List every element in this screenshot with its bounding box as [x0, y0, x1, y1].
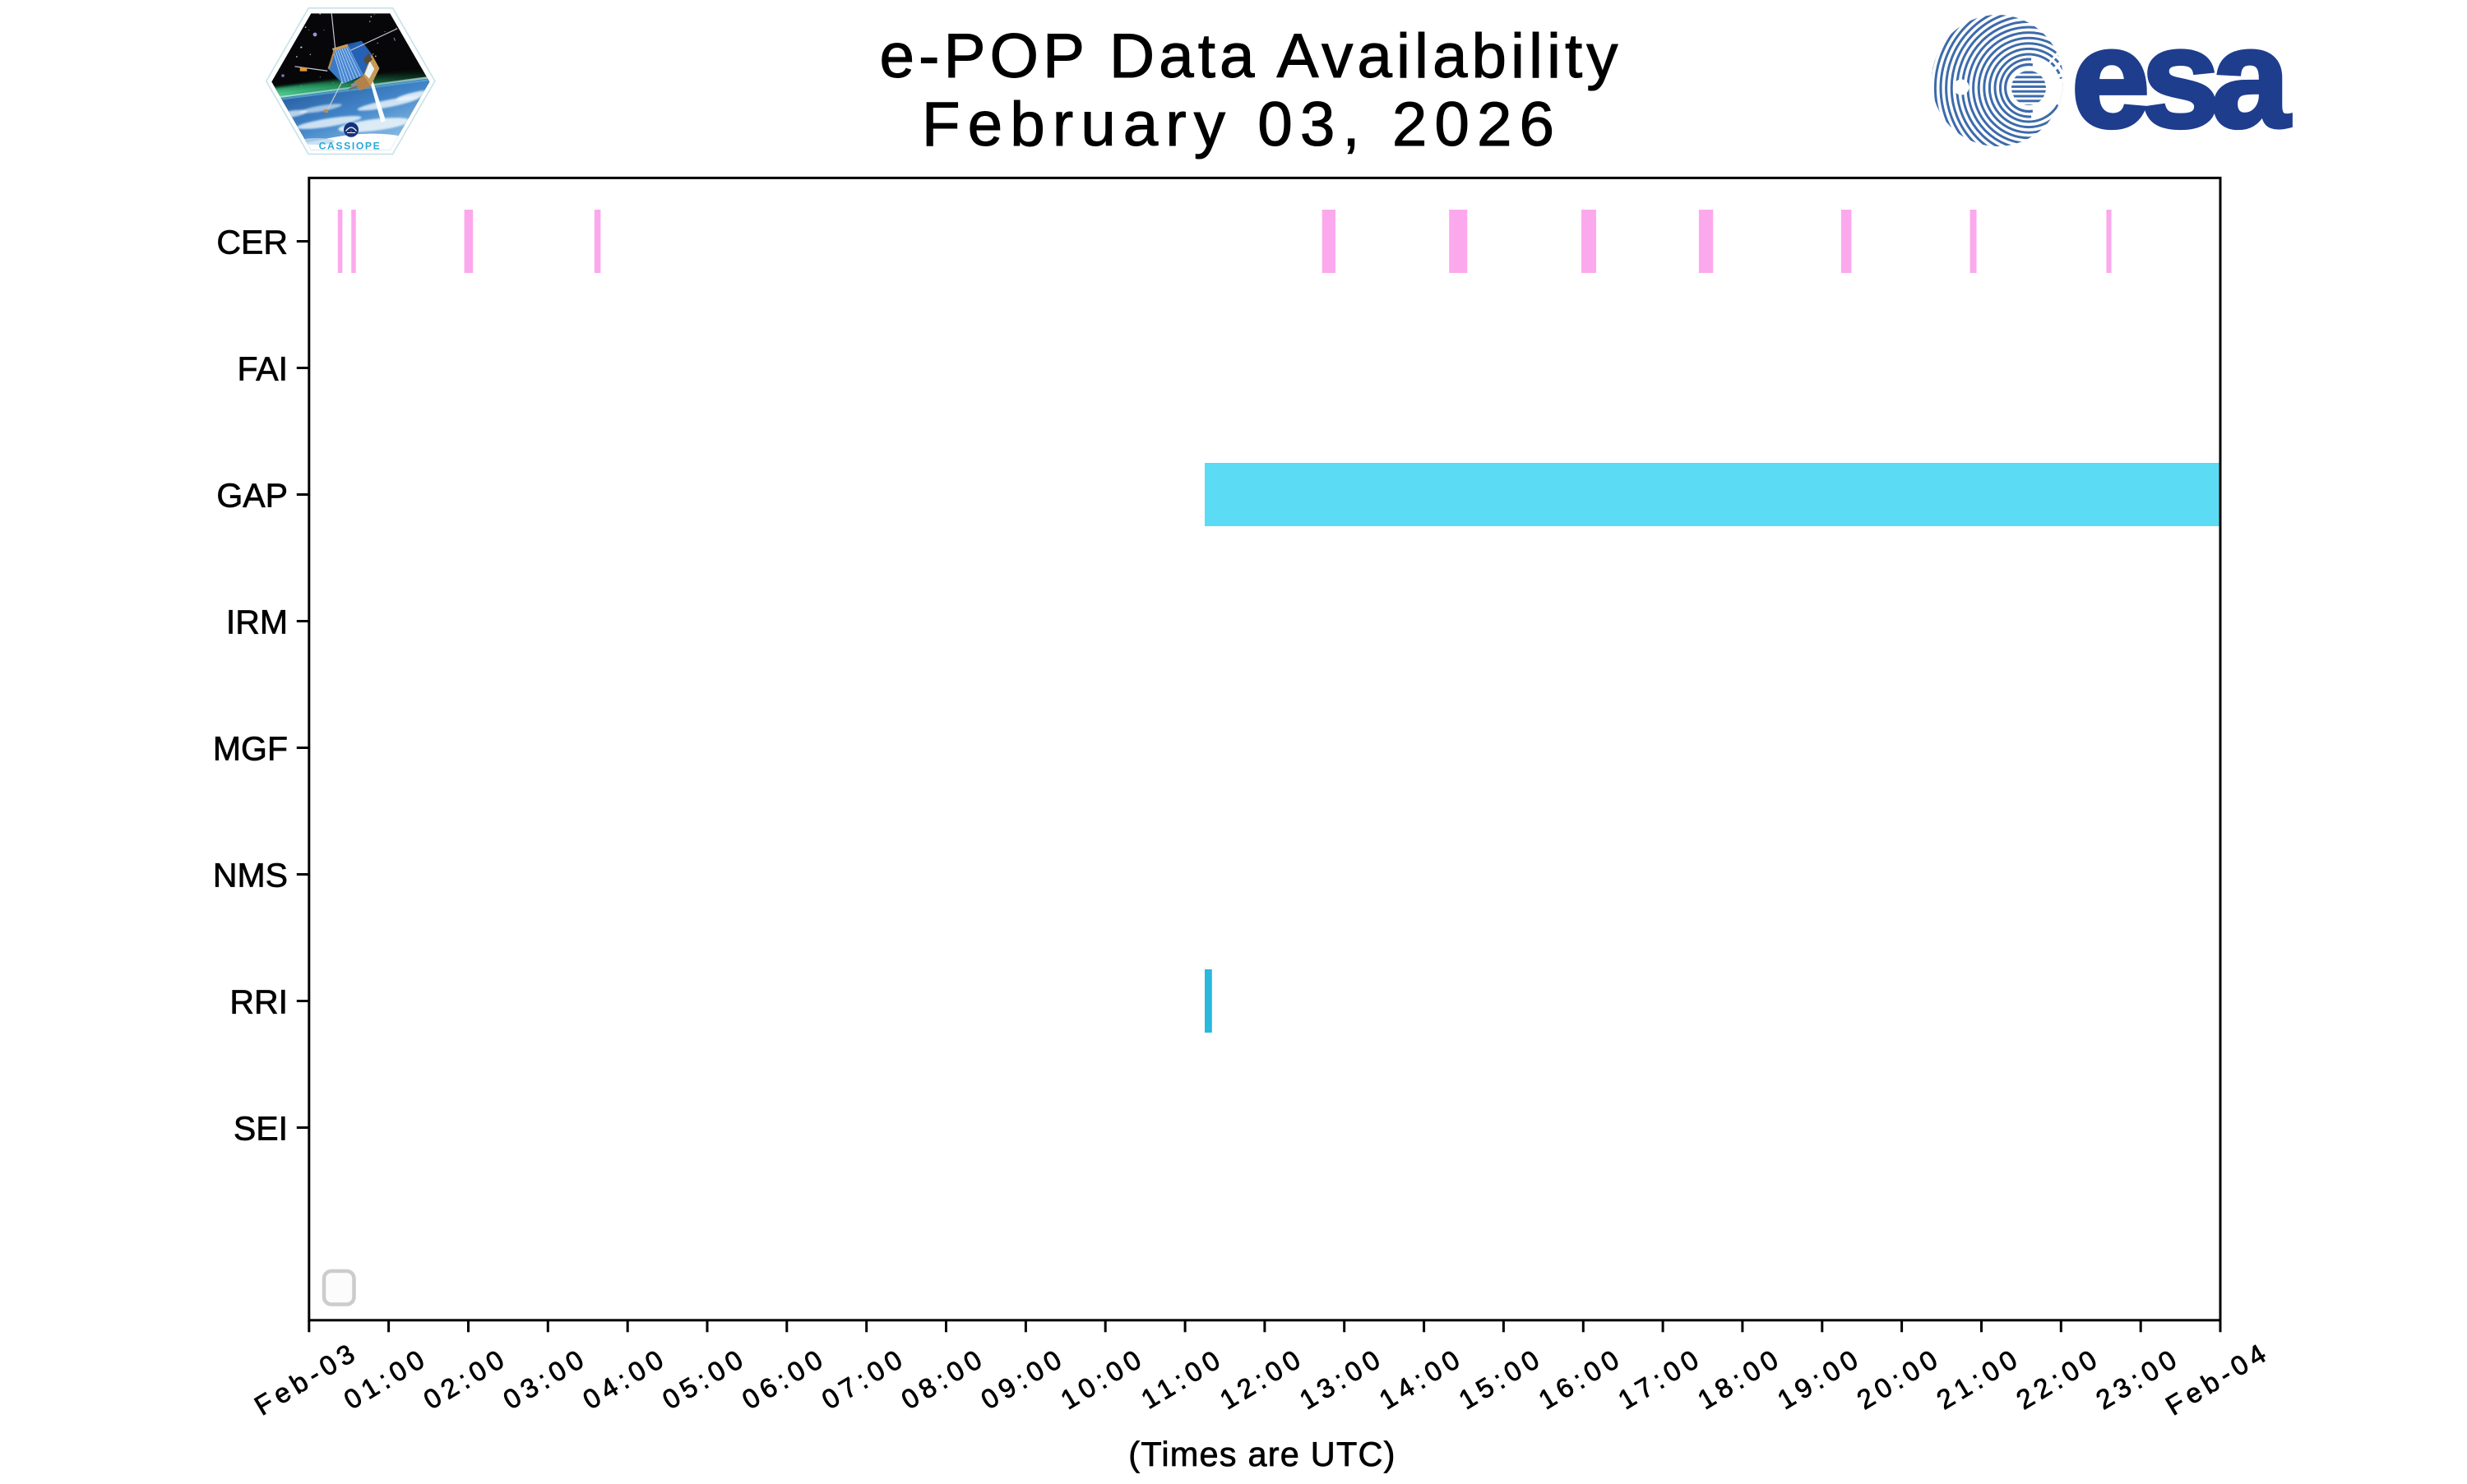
svg-text:RRI: RRI	[229, 983, 288, 1021]
svg-text:e-POP Data Availability: e-POP Data Availability	[879, 21, 1622, 91]
svg-text:February 03, 2026: February 03, 2026	[922, 90, 1562, 159]
svg-text:FAI: FAI	[237, 350, 288, 388]
svg-text:MGF: MGF	[213, 730, 288, 768]
svg-text:CASSIOPE: CASSIOPE	[319, 141, 382, 152]
svg-text:CER: CER	[216, 224, 288, 261]
svg-text:GAP: GAP	[216, 477, 288, 515]
svg-text:esa: esa	[2071, 0, 2291, 157]
svg-text:SEI: SEI	[234, 1110, 288, 1148]
svg-text:(Times are UTC): (Times are UTC)	[1128, 1435, 1395, 1473]
svg-text:IRM: IRM	[226, 603, 288, 641]
svg-text:NMS: NMS	[213, 857, 288, 895]
